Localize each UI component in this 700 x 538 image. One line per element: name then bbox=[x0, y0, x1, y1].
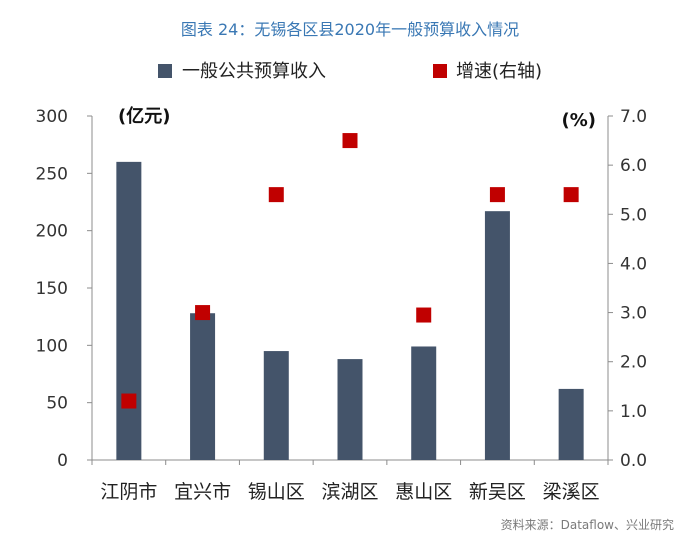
legend-label-bar: 一般公共预算收入 bbox=[182, 61, 326, 82]
source-note: 资料来源：Dataflow、兴业研究 bbox=[500, 518, 674, 532]
y-tick-label-right: 1.0 bbox=[620, 402, 647, 422]
chart-title: 图表 24：无锡各区县2020年一般预算收入情况 bbox=[180, 20, 520, 39]
y-tick-label-left: 250 bbox=[36, 164, 68, 184]
legend-label-point: 增速(右轴) bbox=[456, 61, 542, 82]
growth-series bbox=[121, 133, 579, 409]
y-tick-label-left: 0 bbox=[57, 451, 68, 471]
legend-swatch-point bbox=[433, 64, 447, 78]
axes: 0 50 100 150 200 250 300 0.0 1.0 2.0 3.0 4.0 5.0 6.0 7… bbox=[36, 105, 648, 503]
x-tick-label: 惠山区 bbox=[395, 481, 452, 503]
x-tick-label: 梁溪区 bbox=[543, 481, 600, 503]
point bbox=[195, 305, 211, 321]
x-tick-label: 滨湖区 bbox=[321, 481, 378, 503]
y-tick-label-left: 300 bbox=[36, 107, 68, 127]
bar bbox=[116, 161, 142, 460]
y-tick-label-right: 2.0 bbox=[620, 353, 647, 373]
y-tick-label-right: 0.0 bbox=[620, 451, 647, 471]
y-tick-label-left: 100 bbox=[36, 336, 68, 356]
y-axis-right-label: (%) bbox=[562, 110, 597, 131]
y-tick-label-right: 4.0 bbox=[620, 254, 647, 274]
point bbox=[342, 133, 358, 149]
x-tick-label: 锡山区 bbox=[248, 481, 305, 503]
y-tick-label-right: 5.0 bbox=[620, 205, 647, 225]
bar bbox=[484, 211, 510, 460]
point bbox=[121, 393, 137, 409]
bar bbox=[263, 351, 289, 460]
bar bbox=[337, 359, 363, 460]
y-tick-label-left: 200 bbox=[36, 222, 68, 242]
point bbox=[563, 187, 579, 203]
legend: 一般公共预算收入 增速(右轴) bbox=[158, 61, 542, 82]
x-tick-label: 江阴市 bbox=[100, 481, 157, 503]
y-axis-left-label: (亿元) bbox=[118, 105, 170, 127]
point bbox=[416, 307, 432, 323]
bar bbox=[411, 346, 437, 460]
x-tick-label: 新吴区 bbox=[469, 481, 526, 503]
y-tick-label-left: 150 bbox=[36, 279, 68, 299]
x-tick-label: 宜兴市 bbox=[174, 481, 231, 503]
y-tick-label-right: 3.0 bbox=[620, 304, 647, 324]
bar-series bbox=[116, 161, 584, 460]
bar bbox=[558, 388, 584, 460]
y-tick-label-right: 6.0 bbox=[620, 156, 647, 176]
bar bbox=[190, 313, 216, 460]
y-tick-label-left: 50 bbox=[46, 394, 68, 414]
y-tick-label-right: 7.0 bbox=[620, 107, 647, 127]
point bbox=[489, 187, 505, 203]
point bbox=[268, 187, 284, 203]
legend-swatch-bar bbox=[158, 64, 172, 78]
